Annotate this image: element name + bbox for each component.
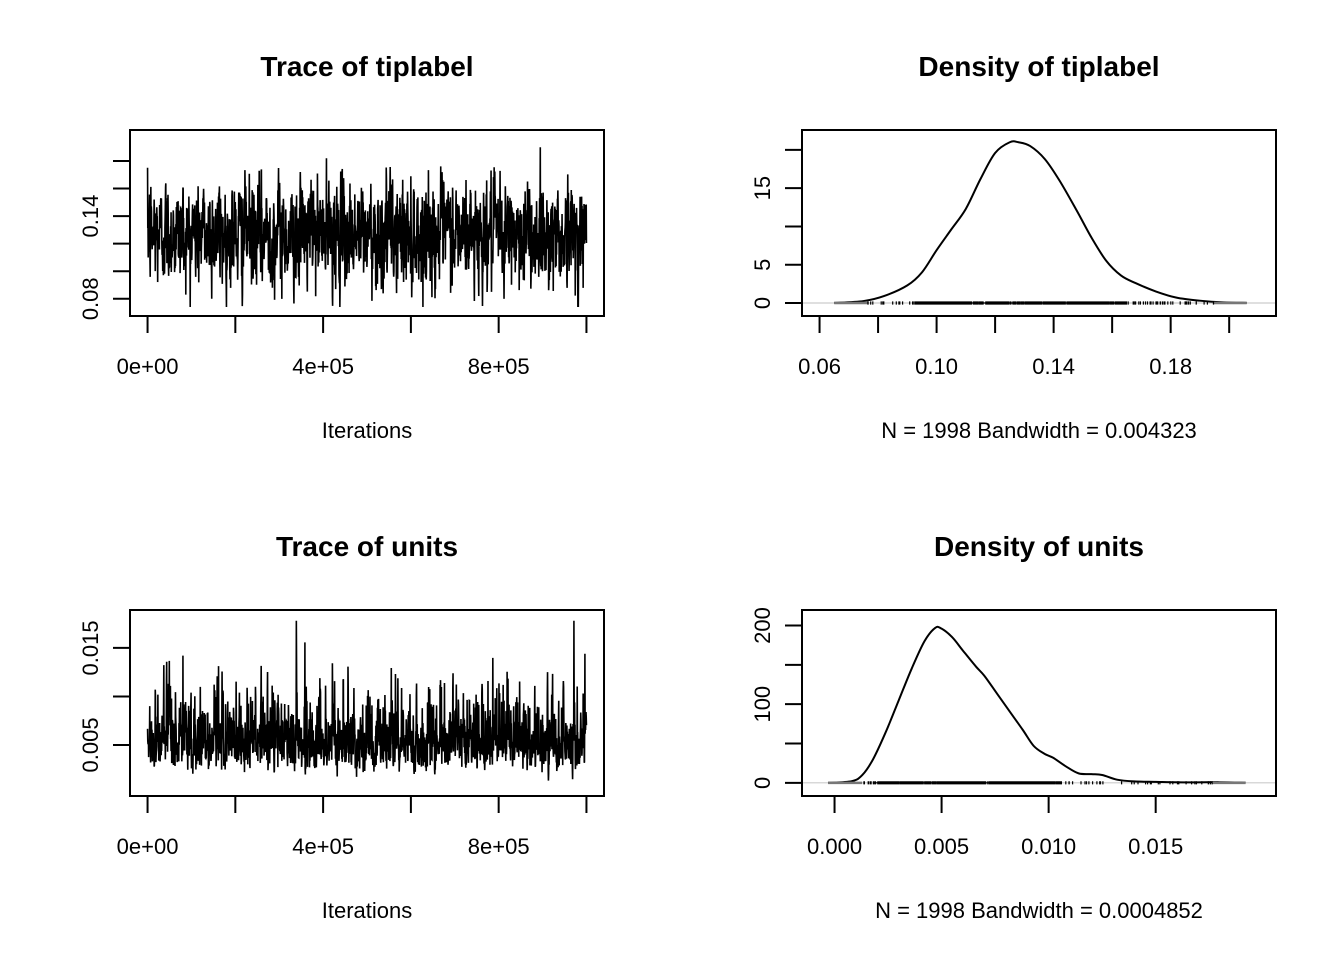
x-tick-label: 0.14 [1032, 354, 1075, 379]
y-tick-label: 100 [750, 686, 775, 723]
trace-series [146, 147, 588, 308]
x-tick-label: 0.06 [798, 354, 841, 379]
y-axis: 0 100 200 [750, 607, 802, 789]
plot-frame [129, 609, 605, 797]
x-tick-label: 0.010 [1021, 834, 1076, 859]
x-tick-label: 0.10 [915, 354, 958, 379]
panel-title: Trace of units [276, 531, 458, 562]
trace-series [146, 620, 588, 781]
x-axis: 0e+00 4e+05 8e+05 [117, 316, 588, 379]
density-series [803, 140, 1275, 305]
panel-title: Density of units [934, 531, 1144, 562]
plot-frame [801, 129, 1277, 317]
y-axis: 0.08 0.14 [78, 160, 130, 320]
x-axis: 0e+00 4e+05 8e+05 [117, 796, 588, 859]
x-tick-label: 8e+05 [468, 834, 530, 859]
x-tick-label: 8e+05 [468, 354, 530, 379]
panel-title: Trace of tiplabel [260, 51, 473, 82]
panel-trace-units: Trace of units 0e+00 4e+05 8e+05 0.005 0.01… [78, 531, 605, 923]
x-axis-label: Iterations [322, 898, 413, 923]
x-tick-label: 0.015 [1128, 834, 1183, 859]
trace-line [146, 620, 588, 781]
x-axis: 0.06 0.10 0.14 0.18 [798, 316, 1231, 379]
rug-ticks [863, 781, 1213, 785]
trace-line [146, 147, 588, 308]
y-tick-label: 5 [750, 259, 775, 271]
x-axis: 0.000 0.005 0.010 0.015 [807, 796, 1183, 859]
rug-marks [863, 781, 1213, 785]
panel-density-units: Density of units 0.000 0.005 0.010 0.015 0 1… [750, 531, 1277, 923]
x-axis-label: N = 1998 Bandwidth = 0.0004852 [875, 898, 1203, 923]
y-tick-label: 0.005 [78, 717, 103, 772]
rug-marks [867, 301, 1215, 305]
y-tick-label: 15 [750, 176, 775, 200]
rug-ticks [867, 301, 1215, 305]
y-axis: 0 5 15 [750, 148, 802, 309]
x-tick-label: 0.000 [807, 834, 862, 859]
y-tick-label: 0.015 [78, 620, 103, 675]
density-curve [828, 625, 1246, 784]
y-tick-label: 0.14 [78, 195, 103, 238]
plot-frame [129, 129, 605, 317]
plot-frame [801, 609, 1277, 797]
y-tick-label: 0 [750, 297, 775, 309]
y-tick-label: 200 [750, 607, 775, 644]
x-axis-label: N = 1998 Bandwidth = 0.004323 [881, 418, 1197, 443]
x-tick-label: 4e+05 [292, 354, 354, 379]
x-tick-label: 0e+00 [117, 834, 179, 859]
x-tick-label: 0e+00 [117, 354, 179, 379]
density-series [803, 625, 1275, 785]
density-curve [834, 140, 1247, 304]
y-tick-label: 0 [750, 777, 775, 789]
panel-trace-tiplabel: Trace of tiplabel 0e+00 4e+05 8e+05 0.080.… [78, 51, 605, 443]
panel-title: Density of tiplabel [918, 51, 1159, 82]
panel-density-tiplabel: Density of tiplabel 0.06 0.10 0.14 0.18 0 5 1… [750, 51, 1277, 443]
x-tick-label: 4e+05 [292, 834, 354, 859]
x-axis-label: Iterations [322, 418, 413, 443]
x-tick-label: 0.18 [1149, 354, 1192, 379]
y-tick-label: 0.08 [78, 277, 103, 320]
y-axis: 0.005 0.015 [78, 620, 130, 772]
x-tick-label: 0.005 [914, 834, 969, 859]
